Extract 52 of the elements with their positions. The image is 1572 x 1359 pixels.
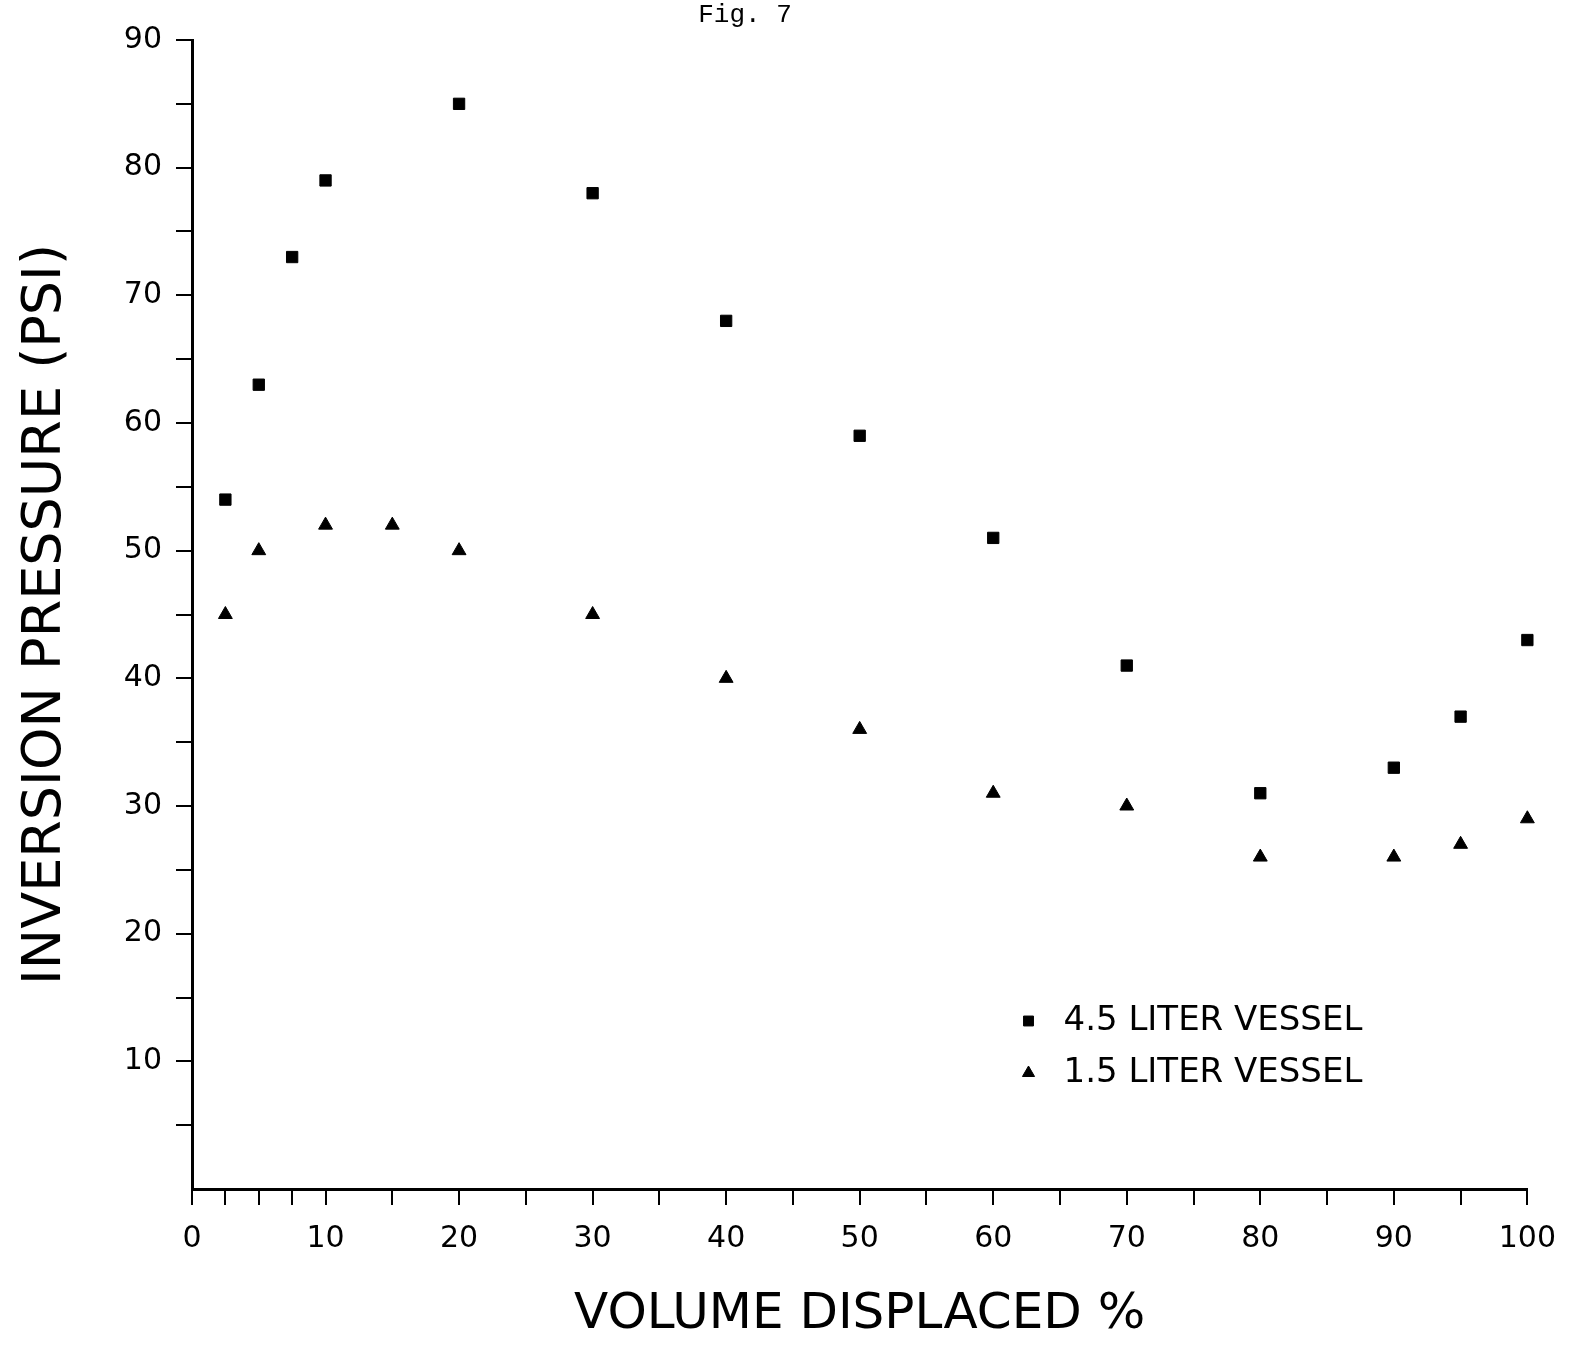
y-tick-label: 60	[123, 402, 162, 438]
y-axis-title: INVERSION PRESSURE (PSI)	[10, 243, 74, 986]
y-tick-label: 30	[123, 785, 162, 821]
point	[987, 531, 1000, 545]
point	[852, 720, 868, 734]
point	[586, 187, 599, 200]
y-tick-label: 10	[123, 1041, 162, 1077]
x-tick-label: 50	[840, 1218, 879, 1254]
point	[251, 542, 267, 556]
x-tick-label: 20	[439, 1218, 479, 1254]
x-tick-label: 0	[182, 1218, 202, 1254]
point	[1252, 848, 1268, 862]
point	[719, 314, 733, 328]
point	[1519, 810, 1535, 824]
point	[1453, 835, 1469, 849]
point	[384, 516, 400, 530]
point	[452, 97, 466, 110]
legend-label: 1.5 LITER VESSEL	[1063, 1049, 1363, 1090]
y-tick-label: 40	[123, 658, 162, 694]
x-tick-label: 80	[1241, 1218, 1280, 1254]
point	[219, 493, 232, 506]
x-tick-label: 40	[707, 1218, 746, 1254]
point	[585, 606, 601, 619]
point	[217, 606, 233, 619]
point	[985, 784, 1001, 798]
y-tick-label: 90	[123, 19, 162, 55]
y-tick-label: 20	[123, 913, 162, 949]
point	[1454, 710, 1467, 723]
point	[1521, 633, 1534, 647]
point	[718, 669, 734, 683]
point	[318, 516, 333, 530]
x-tick-label: 30	[573, 1218, 612, 1254]
point	[853, 429, 866, 442]
point	[1119, 797, 1135, 811]
y-tick-label: 50	[123, 530, 162, 566]
point	[319, 174, 332, 187]
legend-label: 4.5 LITER VESSEL	[1063, 997, 1363, 1038]
x-axis-title: VOLUME DISPLACED %	[574, 1281, 1146, 1340]
y-tick-label: 70	[123, 275, 162, 311]
point	[286, 250, 299, 264]
x-tick-label: 60	[974, 1218, 1013, 1254]
point	[1386, 848, 1402, 862]
x-tick-label: 90	[1374, 1218, 1413, 1254]
point	[1387, 761, 1400, 774]
x-tick-label: 10	[306, 1218, 345, 1254]
x-tick-label: 70	[1107, 1218, 1146, 1254]
chart-title: Fig. 7	[698, 0, 792, 30]
y-tick-label: 80	[123, 147, 162, 183]
point	[1120, 659, 1133, 672]
point	[252, 378, 265, 391]
x-tick-label: 100	[1498, 1218, 1556, 1254]
point	[451, 542, 467, 556]
